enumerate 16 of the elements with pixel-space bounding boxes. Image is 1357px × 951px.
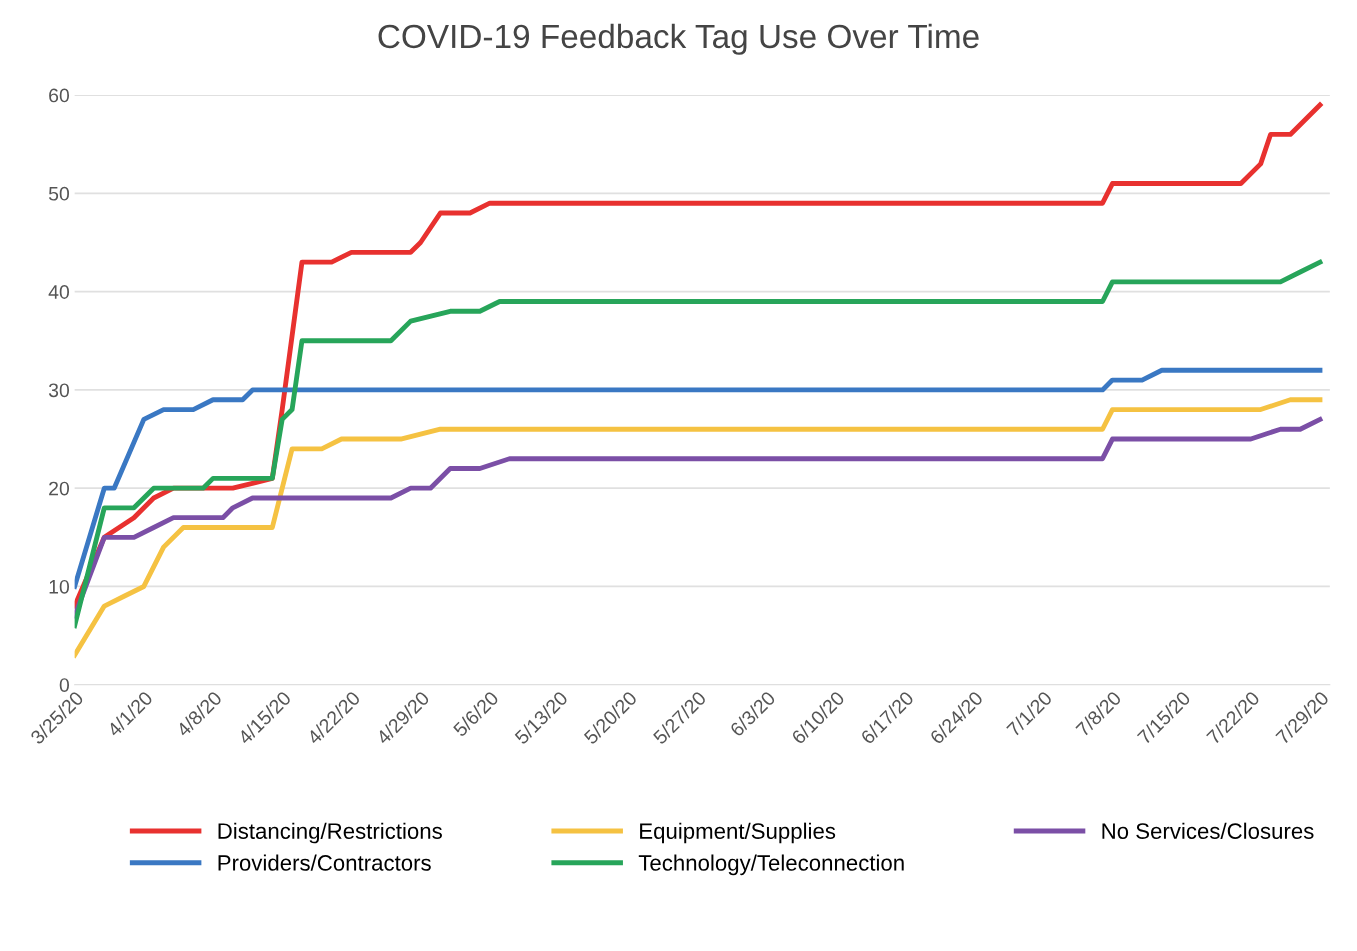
chart-title: COVID-19 Feedback Tag Use Over Time xyxy=(378,23,979,55)
legend-label: Providers/Contractors xyxy=(218,854,431,871)
y-tick-label: 30 xyxy=(48,383,70,398)
legend-label: Distancing/Restrictions xyxy=(218,822,442,844)
y-tick-label: 0 xyxy=(59,678,70,692)
line-series xyxy=(74,259,1323,629)
line-series xyxy=(74,397,1323,658)
legend-label: No Services/Closures xyxy=(1102,822,1314,839)
y-tick-label: 10 xyxy=(49,579,70,594)
y-tick-label: 40 xyxy=(48,285,70,299)
y-tick-label: 60 xyxy=(49,88,70,103)
legend-label: Equipment/Supplies xyxy=(640,822,836,844)
y-tick-label: 20 xyxy=(49,481,70,496)
line-series xyxy=(74,367,1323,589)
y-tick-label: 50 xyxy=(48,186,70,201)
legend-label: Technology/Teleconnection xyxy=(638,854,904,876)
